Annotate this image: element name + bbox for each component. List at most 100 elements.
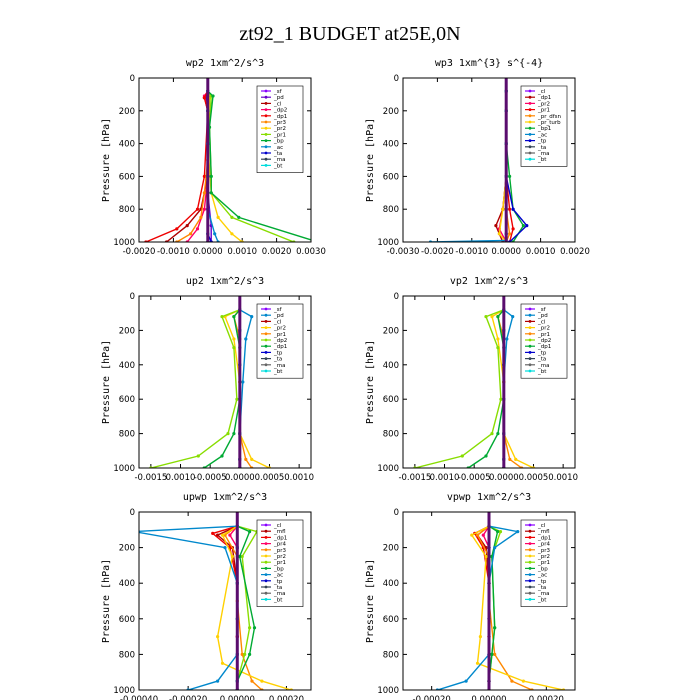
legend-label: _bt bbox=[537, 369, 547, 375]
data-point bbox=[185, 224, 189, 228]
legend-label: _pd bbox=[273, 95, 284, 101]
data-point bbox=[228, 533, 232, 537]
y-tick-label: 600 bbox=[119, 395, 135, 405]
legend-label: _bt bbox=[273, 163, 283, 169]
data-point bbox=[493, 546, 497, 550]
legend-label: _pr2 bbox=[273, 326, 286, 332]
data-point bbox=[496, 346, 500, 350]
legend-label: _tp bbox=[537, 139, 547, 145]
plot-frame bbox=[138, 295, 312, 469]
data-point bbox=[213, 232, 217, 236]
data-point bbox=[481, 533, 485, 537]
data-point bbox=[220, 661, 225, 665]
legend-label: _pr3 bbox=[273, 548, 287, 554]
legend-marker bbox=[528, 326, 532, 329]
data-point bbox=[220, 315, 224, 319]
legend-label: _ta bbox=[273, 357, 282, 363]
y-tick-label: 800 bbox=[119, 205, 135, 215]
panel-title: upwp 1xm^2/s^3 bbox=[183, 492, 267, 503]
data-point bbox=[511, 315, 515, 319]
legend-marker bbox=[264, 89, 268, 93]
data-point bbox=[240, 652, 244, 657]
series-group bbox=[428, 89, 529, 242]
data-point bbox=[230, 215, 234, 219]
legend-marker bbox=[264, 307, 268, 311]
x-tick-label: 0.0000 bbox=[491, 247, 521, 257]
series-line-ac bbox=[437, 525, 520, 690]
x-tick-label: 0.0005 bbox=[255, 473, 285, 483]
data-point bbox=[238, 554, 242, 559]
legend-marker bbox=[264, 369, 268, 373]
legend-label: _ma bbox=[537, 363, 549, 369]
legend-label: _cl bbox=[537, 89, 546, 95]
data-point bbox=[216, 679, 220, 683]
data-point bbox=[510, 679, 514, 683]
y-axis-label: Pressure [hPa] bbox=[101, 118, 112, 202]
legend-marker bbox=[528, 351, 532, 354]
legend-label: _ac bbox=[537, 573, 547, 579]
legend-marker bbox=[264, 351, 268, 354]
x-tick-label: 0.00020 bbox=[529, 695, 564, 700]
data-point bbox=[216, 215, 220, 219]
legend-label: _tp bbox=[537, 579, 547, 585]
legend-label: _cl bbox=[273, 101, 282, 107]
legend-label: _dp1 bbox=[537, 344, 551, 350]
x-tick-label: 0.0010 bbox=[166, 473, 196, 483]
x-tick-label: 0.0010 bbox=[227, 247, 257, 257]
series-group bbox=[149, 308, 272, 468]
legend-marker bbox=[264, 326, 268, 329]
data-point bbox=[484, 454, 488, 458]
data-point bbox=[232, 432, 236, 436]
legend-label: _pr_turb bbox=[537, 120, 561, 126]
legend-label: _dp2 bbox=[273, 108, 287, 114]
legend-marker bbox=[528, 332, 532, 336]
data-point bbox=[202, 191, 206, 195]
legend-label: _cl bbox=[537, 523, 546, 529]
data-point bbox=[223, 546, 227, 550]
data-point bbox=[490, 652, 494, 657]
legend-label: _ac bbox=[273, 573, 283, 579]
data-point bbox=[230, 554, 234, 559]
legend-label: _ma bbox=[537, 151, 549, 157]
x-tick-label: 0.0030 bbox=[296, 247, 326, 257]
legend-marker bbox=[528, 108, 532, 111]
legend-marker bbox=[528, 560, 532, 564]
legend-label: _pr3 bbox=[537, 548, 551, 554]
y-tick-label: 1000 bbox=[113, 238, 135, 248]
data-point bbox=[496, 530, 500, 534]
data-point bbox=[496, 337, 500, 341]
panel-5: upwp 1xm^2/s^3 Pressure [hPa] 0 200 400 600 80… bbox=[101, 492, 312, 700]
legend-label: _dp1 bbox=[273, 344, 287, 350]
legend-marker bbox=[264, 585, 268, 589]
data-point bbox=[508, 207, 512, 211]
y-tick-label: 600 bbox=[119, 172, 135, 182]
data-point bbox=[202, 96, 206, 100]
legend-label: _tp bbox=[273, 579, 283, 585]
panel-4: vp2 1xm^2/s^3 Pressure [hPa] 0 200 400 600 800… bbox=[365, 276, 578, 483]
legend-label: _ta bbox=[537, 145, 546, 151]
series-line-ac bbox=[139, 525, 239, 690]
panels-group: wp2 1xm^2/s^3 Pressure [hPa] 0 200 400 600 800… bbox=[101, 58, 590, 700]
x-tick-label: -0.0015 bbox=[398, 473, 431, 483]
data-point bbox=[514, 457, 518, 461]
x-tick-label: -0.00020 bbox=[169, 695, 207, 700]
data-point bbox=[226, 432, 230, 436]
legend-label: _ac bbox=[537, 132, 547, 138]
legend-marker bbox=[264, 151, 268, 155]
data-point bbox=[250, 679, 254, 683]
y-tick-label: 200 bbox=[119, 107, 135, 117]
legend-label: _pr1 bbox=[537, 560, 550, 566]
data-point bbox=[252, 626, 257, 630]
data-point bbox=[516, 530, 520, 534]
legend-marker bbox=[264, 145, 268, 149]
legend-marker bbox=[528, 579, 532, 583]
legend-marker bbox=[264, 157, 268, 161]
y-tick-label: 400 bbox=[383, 140, 399, 150]
y-tick-label: 0 bbox=[394, 292, 399, 302]
data-point bbox=[497, 232, 501, 236]
data-point bbox=[260, 679, 264, 683]
data-point bbox=[244, 337, 248, 341]
x-tick-label: -0.0020 bbox=[421, 247, 454, 257]
series-line-ac bbox=[430, 91, 507, 242]
legend-marker bbox=[264, 591, 268, 595]
